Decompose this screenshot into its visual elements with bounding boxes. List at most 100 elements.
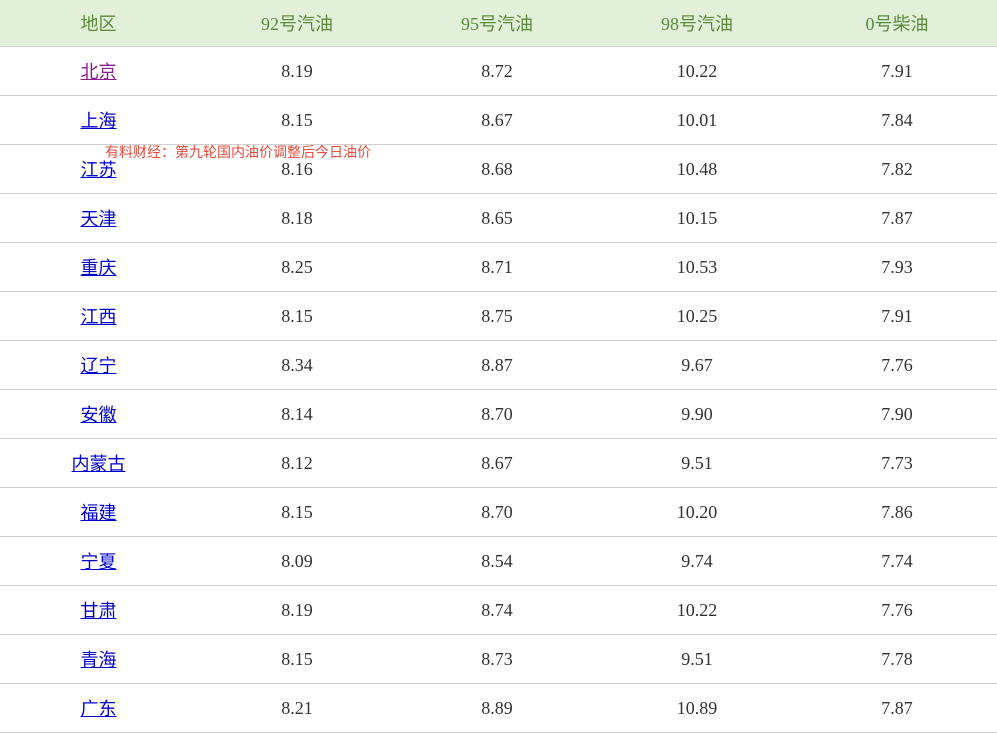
region-link[interactable]: 北京 (81, 62, 117, 82)
cell-d0: 7.91 (797, 292, 997, 341)
region-link[interactable]: 江西 (81, 307, 117, 327)
cell-v98: 10.25 (597, 292, 797, 341)
cell-v92: 8.15 (197, 635, 397, 684)
cell-v92: 8.34 (197, 341, 397, 390)
cell-region: 北京 (0, 47, 197, 96)
cell-d0: 7.78 (797, 635, 997, 684)
cell-region: 宁夏 (0, 537, 197, 586)
cell-v98: 9.90 (597, 390, 797, 439)
cell-v95: 8.67 (397, 439, 597, 488)
cell-v92: 8.25 (197, 243, 397, 292)
cell-d0: 7.91 (797, 47, 997, 96)
cell-d0: 7.84 (797, 96, 997, 145)
cell-d0: 7.73 (797, 439, 997, 488)
cell-v92: 8.16 (197, 145, 397, 194)
table-row: 江西 8.158.7510.257.91 (0, 292, 997, 341)
cell-region: 上海 (0, 96, 197, 145)
col-header-diesel: 0号柴油 (797, 0, 997, 47)
table-row: 宁夏8.098.549.747.74 (0, 537, 997, 586)
cell-v95: 8.74 (397, 586, 597, 635)
cell-v98: 9.74 (597, 537, 797, 586)
table-row: 甘肃 8.198.7410.227.76 (0, 586, 997, 635)
table-header: 地区 92号汽油 95号汽油 98号汽油 0号柴油 (0, 0, 997, 47)
cell-region: 内蒙古 (0, 439, 197, 488)
cell-v92: 8.19 (197, 586, 397, 635)
cell-region: 天津 (0, 194, 197, 243)
cell-v98: 9.51 (597, 439, 797, 488)
region-link[interactable]: 辽宁 (81, 356, 117, 376)
cell-region: 福建 (0, 488, 197, 537)
region-link[interactable]: 天津 (81, 209, 117, 229)
cell-v92: 8.14 (197, 390, 397, 439)
table-row: 上海 8.158.6710.017.84 (0, 96, 997, 145)
cell-v98: 10.15 (597, 194, 797, 243)
cell-v95: 8.75 (397, 292, 597, 341)
cell-region: 江苏 (0, 145, 197, 194)
cell-d0: 7.82 (797, 145, 997, 194)
cell-region: 辽宁 (0, 341, 197, 390)
table-row: 江苏 8.168.6810.487.82 (0, 145, 997, 194)
cell-region: 江西 (0, 292, 197, 341)
cell-v98: 10.89 (597, 684, 797, 733)
cell-d0: 7.76 (797, 341, 997, 390)
region-link[interactable]: 福建 (81, 503, 117, 523)
cell-v98: 9.51 (597, 635, 797, 684)
cell-v98: 10.22 (597, 47, 797, 96)
region-link[interactable]: 上海 (81, 111, 117, 131)
table-row: 安徽 8.148.709.907.90 (0, 390, 997, 439)
cell-v95: 8.54 (397, 537, 597, 586)
cell-v98: 9.67 (597, 341, 797, 390)
region-link[interactable]: 广东 (81, 699, 117, 719)
cell-region: 青海 (0, 635, 197, 684)
cell-v95: 8.73 (397, 635, 597, 684)
region-link[interactable]: 重庆 (81, 258, 117, 278)
table-row: 北京 8.198.7210.227.91 (0, 47, 997, 96)
cell-d0: 7.76 (797, 586, 997, 635)
region-link[interactable]: 宁夏 (81, 552, 117, 572)
region-link[interactable]: 甘肃 (81, 601, 117, 621)
cell-v92: 8.19 (197, 47, 397, 96)
table-row: 内蒙古 8.128.679.517.73 (0, 439, 997, 488)
cell-v98: 10.48 (597, 145, 797, 194)
cell-v95: 8.68 (397, 145, 597, 194)
table-row: 青海 8.158.739.517.78 (0, 635, 997, 684)
cell-v92: 8.12 (197, 439, 397, 488)
cell-v92: 8.15 (197, 96, 397, 145)
cell-v95: 8.72 (397, 47, 597, 96)
cell-v95: 8.70 (397, 390, 597, 439)
table-row: 天津8.188.6510.157.87 (0, 194, 997, 243)
cell-v95: 8.87 (397, 341, 597, 390)
region-link[interactable]: 安徽 (81, 405, 117, 425)
region-link[interactable]: 内蒙古 (72, 454, 126, 474)
col-header-92: 92号汽油 (197, 0, 397, 47)
col-header-region: 地区 (0, 0, 197, 47)
cell-v95: 8.67 (397, 96, 597, 145)
cell-v92: 8.15 (197, 488, 397, 537)
cell-v92: 8.21 (197, 684, 397, 733)
cell-v98: 10.22 (597, 586, 797, 635)
cell-v95: 8.71 (397, 243, 597, 292)
cell-v95: 8.70 (397, 488, 597, 537)
cell-d0: 7.86 (797, 488, 997, 537)
table-row: 福建 8.158.7010.207.86 (0, 488, 997, 537)
cell-v92: 8.15 (197, 292, 397, 341)
cell-d0: 7.93 (797, 243, 997, 292)
region-link[interactable]: 青海 (81, 650, 117, 670)
table-body: 北京8.198.7210.227.91上海8.158.6710.017.84江苏… (0, 47, 997, 733)
col-header-98: 98号汽油 (597, 0, 797, 47)
cell-d0: 7.87 (797, 194, 997, 243)
cell-region: 安徽 (0, 390, 197, 439)
cell-v98: 10.20 (597, 488, 797, 537)
cell-d0: 7.90 (797, 390, 997, 439)
cell-v95: 8.65 (397, 194, 597, 243)
cell-v95: 8.89 (397, 684, 597, 733)
cell-region: 甘肃 (0, 586, 197, 635)
cell-region: 重庆 (0, 243, 197, 292)
table-row: 重庆8.258.7110.537.93 (0, 243, 997, 292)
table-row: 广东 8.218.8910.897.87 (0, 684, 997, 733)
cell-v98: 10.01 (597, 96, 797, 145)
region-link[interactable]: 江苏 (81, 160, 117, 180)
cell-v92: 8.09 (197, 537, 397, 586)
oil-price-table: 地区 92号汽油 95号汽油 98号汽油 0号柴油 北京8.198.7210.2… (0, 0, 997, 733)
cell-d0: 7.87 (797, 684, 997, 733)
